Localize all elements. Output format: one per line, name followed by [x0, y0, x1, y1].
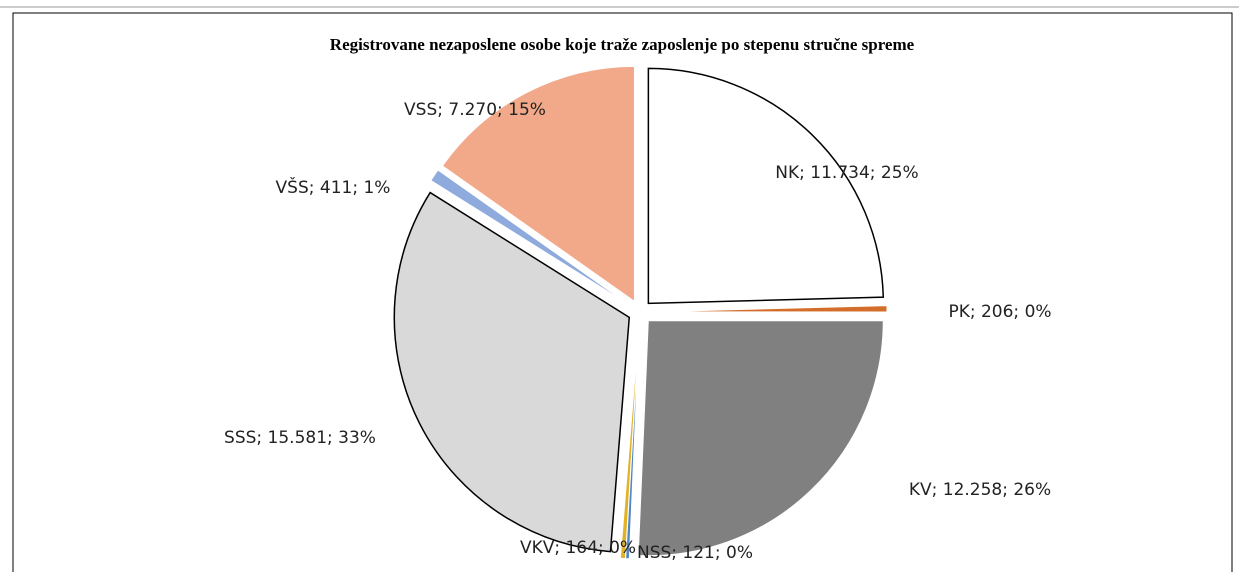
data-label: KV; 12.258; 26% — [909, 480, 1051, 500]
pie — [393, 65, 888, 560]
data-label: SSS; 15.581; 33% — [224, 428, 376, 448]
chart-title: Registrovane nezaposlene osobe koje traž… — [330, 35, 915, 54]
slice — [430, 169, 631, 306]
data-label: VŠS; 411; 1% — [276, 176, 391, 198]
data-label: NK; 11.734; 25% — [775, 163, 918, 183]
slice — [619, 323, 640, 560]
data-label: PK; 206; 0% — [948, 302, 1051, 322]
frame — [12, 12, 1233, 572]
labels: NK; 11.734; 25% PK; 206; 0% KV; 12.258; 26… — [224, 100, 1052, 563]
slice — [647, 67, 885, 305]
data-label: VSS; 7.270; 15% — [404, 100, 546, 120]
slice — [441, 65, 635, 303]
data-label: VKV; 164; 0% — [520, 538, 636, 558]
slice — [637, 320, 884, 557]
data-label: NSS; 121; 0% — [637, 543, 753, 563]
slice — [393, 191, 631, 553]
slice — [651, 305, 888, 313]
